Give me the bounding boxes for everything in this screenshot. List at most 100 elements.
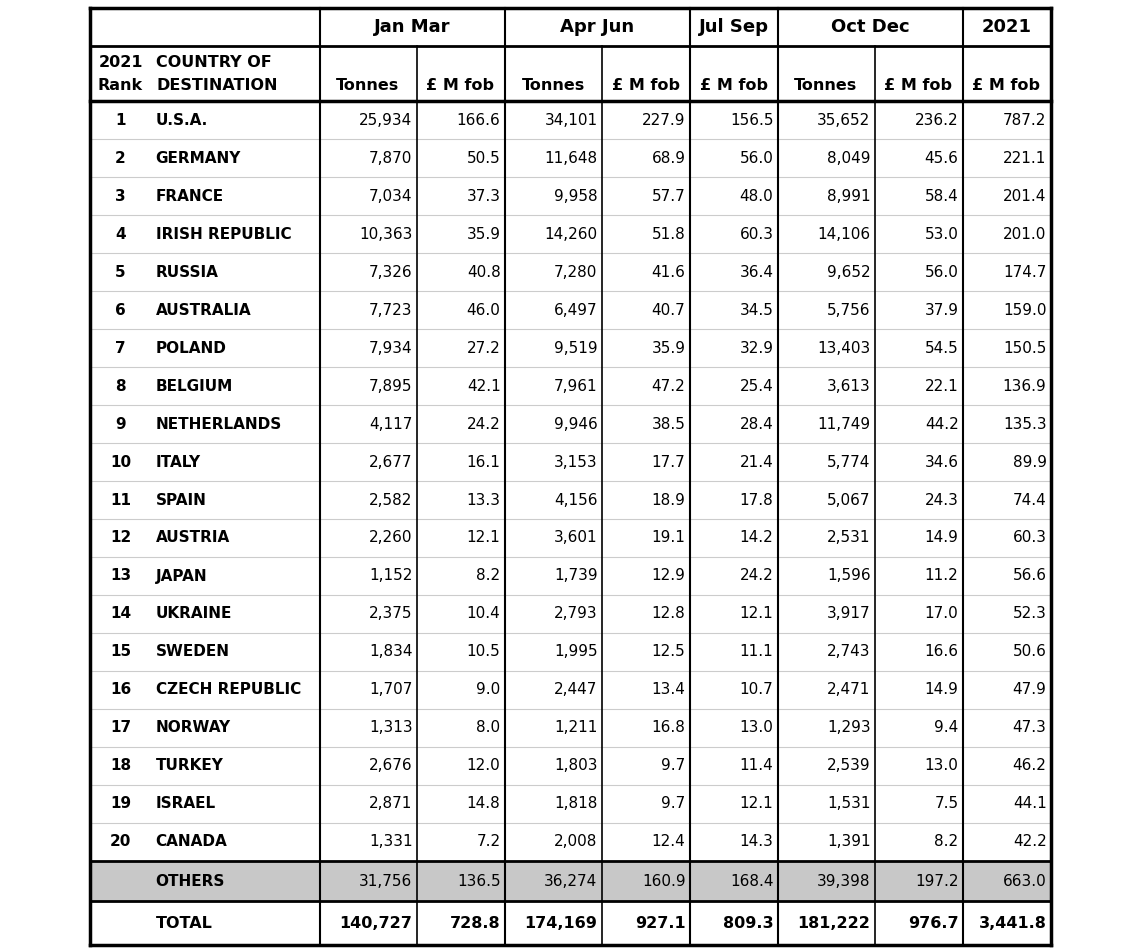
Text: Tonnes: Tonnes [521,78,585,93]
Text: 1,596: 1,596 [826,569,871,584]
Text: 51.8: 51.8 [652,227,685,242]
Text: 136.9: 136.9 [1003,378,1047,393]
Text: 3,441.8: 3,441.8 [978,916,1047,931]
Text: 9: 9 [115,416,125,431]
Text: £ M fob: £ M fob [885,78,953,93]
Text: 14,260: 14,260 [545,227,597,242]
Text: 13: 13 [109,569,131,584]
Text: 1,293: 1,293 [826,720,871,736]
Text: 2,531: 2,531 [826,531,871,545]
Text: 89.9: 89.9 [1012,454,1047,469]
Text: ISRAEL: ISRAEL [155,796,215,811]
Text: TOTAL: TOTAL [155,916,212,931]
Text: 14.2: 14.2 [740,531,774,545]
Text: 2021: 2021 [98,55,142,70]
Text: 976.7: 976.7 [907,916,959,931]
Text: 4: 4 [115,227,125,242]
Text: 663.0: 663.0 [1003,873,1047,888]
Text: 42.1: 42.1 [466,378,500,393]
Text: 14.8: 14.8 [466,796,500,811]
Text: 9,958: 9,958 [554,189,597,204]
Text: NORWAY: NORWAY [155,720,230,736]
Text: 25.4: 25.4 [740,378,774,393]
Text: Rank: Rank [98,78,142,93]
Text: 16: 16 [109,683,131,698]
Text: 1,531: 1,531 [826,796,871,811]
Bar [90,557,1050,595]
Text: 14,106: 14,106 [817,227,871,242]
Text: U.S.A.: U.S.A. [155,113,207,127]
Text: 44.1: 44.1 [1012,796,1047,811]
Text: 60.3: 60.3 [740,227,774,242]
Text: 34,101: 34,101 [545,113,597,127]
Text: 12.9: 12.9 [652,569,685,584]
Text: Jan Mar: Jan Mar [374,18,450,36]
Text: 156.5: 156.5 [730,113,774,127]
Text: CANADA: CANADA [155,834,227,849]
Bar [90,785,1050,823]
Text: 9,652: 9,652 [826,264,871,280]
Text: 4,117: 4,117 [369,416,413,431]
Text: 221.1: 221.1 [1003,151,1047,166]
Text: 56.0: 56.0 [925,264,959,280]
Text: 12.8: 12.8 [652,607,685,622]
Text: 3: 3 [115,189,125,204]
Text: 3,613: 3,613 [826,378,871,393]
Text: JAPAN: JAPAN [155,569,207,584]
Text: 5,774: 5,774 [828,454,871,469]
Text: 10.7: 10.7 [740,683,774,698]
Text: 37.3: 37.3 [466,189,500,204]
Text: 8: 8 [115,378,125,393]
Text: 14.3: 14.3 [740,834,774,849]
Text: 12.1: 12.1 [466,531,500,545]
Text: 24.2: 24.2 [466,416,500,431]
Text: 22.1: 22.1 [925,378,959,393]
Text: 2,260: 2,260 [369,531,413,545]
Text: 46.0: 46.0 [466,302,500,318]
Text: 11.2: 11.2 [925,569,959,584]
Text: RUSSIA: RUSSIA [155,264,219,280]
Bar [90,671,1050,709]
Text: 5,067: 5,067 [826,493,871,507]
Text: 28.4: 28.4 [740,416,774,431]
Text: 16.1: 16.1 [466,454,500,469]
Text: 21.4: 21.4 [740,454,774,469]
Text: 50.6: 50.6 [1012,645,1047,660]
Text: 1,834: 1,834 [369,645,413,660]
Bar [90,367,1050,405]
Text: 2021: 2021 [982,18,1032,36]
Text: 52.3: 52.3 [1012,607,1047,622]
Text: 7,723: 7,723 [369,302,413,318]
Bar [90,139,1050,177]
Text: 13.0: 13.0 [740,720,774,736]
Text: 1,995: 1,995 [554,645,597,660]
Text: 7,870: 7,870 [369,151,413,166]
Text: 13,403: 13,403 [817,340,871,356]
Text: 135.3: 135.3 [1003,416,1047,431]
Text: 2,871: 2,871 [369,796,413,811]
Text: 1,331: 1,331 [369,834,413,849]
Text: 168.4: 168.4 [730,873,774,888]
Text: 56.0: 56.0 [740,151,774,166]
Text: 140,727: 140,727 [340,916,413,931]
Text: 4,156: 4,156 [554,493,597,507]
Bar [90,291,1050,329]
Text: 809.3: 809.3 [723,916,774,931]
Text: AUSTRALIA: AUSTRALIA [155,302,251,318]
Text: 47.9: 47.9 [1012,683,1047,698]
Text: 24.3: 24.3 [925,493,959,507]
Text: 13.0: 13.0 [925,758,959,774]
Text: 11.4: 11.4 [740,758,774,774]
Text: 236.2: 236.2 [915,113,959,127]
Text: 9.7: 9.7 [661,796,685,811]
Text: 19.1: 19.1 [652,531,685,545]
Text: 927.1: 927.1 [635,916,685,931]
Text: COUNTRY OF: COUNTRY OF [156,55,272,70]
Text: Oct Dec: Oct Dec [831,18,910,36]
Text: 2,793: 2,793 [554,607,597,622]
Text: 10.4: 10.4 [466,607,500,622]
Text: 8,049: 8,049 [826,151,871,166]
Text: 18: 18 [109,758,131,774]
Text: 174,169: 174,169 [524,916,597,931]
Text: SPAIN: SPAIN [155,493,206,507]
